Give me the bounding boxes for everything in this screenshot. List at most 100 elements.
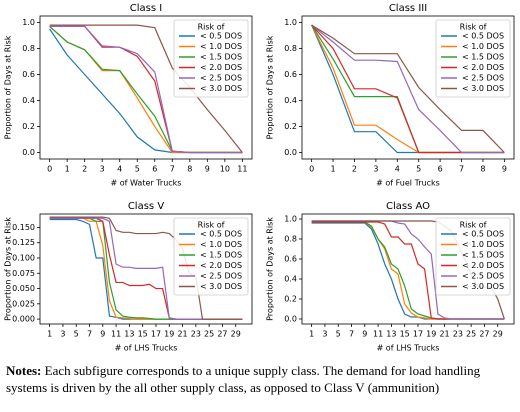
x-tick-label: 7 <box>87 330 92 339</box>
x-tick-label: 29 <box>231 330 241 339</box>
x-tick-label: 5 <box>135 165 140 174</box>
x-axis-label: # of LHS Trucks <box>115 344 178 353</box>
x-tick-label: 13 <box>386 330 396 339</box>
y-axis-label: Proportion of Days at Risk <box>266 217 275 321</box>
legend-label: < 2.5 DOS <box>200 74 242 83</box>
legend-label: < 3.0 DOS <box>462 84 504 93</box>
y-tick-label: 0.4 <box>284 275 297 284</box>
x-tick-label: 0 <box>47 165 52 174</box>
legend-label: < 1.5 DOS <box>462 251 504 260</box>
x-tick-label: 8 <box>187 165 192 174</box>
y-tick-label: 0.8 <box>284 235 297 244</box>
legend-title: Risk of <box>198 221 225 230</box>
x-tick-label: 3 <box>322 330 327 339</box>
y-tick-label: 0.2 <box>22 122 35 131</box>
y-tick-label: 0.150 <box>12 223 35 232</box>
legend-label: < 3.0 DOS <box>200 282 242 291</box>
notes: Notes: Each subfigure corresponds to a u… <box>6 362 514 396</box>
x-tick-label: 3 <box>373 165 378 174</box>
x-tick-label: 1 <box>331 165 336 174</box>
x-tick-label: 11 <box>373 330 383 339</box>
y-tick-label: 0.2 <box>284 295 297 304</box>
legend-label: < 0.5 DOS <box>200 230 242 239</box>
plot-frame <box>39 15 253 160</box>
x-tick-label: 5 <box>336 330 341 339</box>
x-tick-label: 1 <box>65 165 70 174</box>
plot-frame <box>301 15 515 160</box>
y-tick-label: 0.025 <box>12 299 35 308</box>
y-tick-label: 0.4 <box>22 96 35 105</box>
x-tick-label: 3 <box>100 165 105 174</box>
legend-label: < 2.0 DOS <box>200 261 242 270</box>
x-tick-label: 4 <box>117 165 122 174</box>
legend-title: Risk of <box>198 23 225 32</box>
y-tick-label: 0.6 <box>22 70 35 79</box>
y-tick-label: 1.0 <box>22 18 35 27</box>
legend-label: < 1.5 DOS <box>462 53 504 62</box>
x-tick-label: 15 <box>138 330 148 339</box>
x-tick-label: 11 <box>111 330 121 339</box>
legend-label: < 2.0 DOS <box>462 261 504 270</box>
legend-label: < 1.5 DOS <box>200 53 242 62</box>
y-tick-label: 0.000 <box>12 315 35 324</box>
y-tick-label: 1.0 <box>284 215 297 224</box>
x-tick-label: 21 <box>177 330 187 339</box>
y-tick-label: 0.075 <box>12 269 35 278</box>
x-tick-label: 4 <box>395 165 400 174</box>
legend-title: Risk of <box>460 221 487 230</box>
legend-label: < 3.0 DOS <box>462 282 504 291</box>
x-tick-label: 19 <box>426 330 436 339</box>
notes-label: Notes: <box>6 363 42 378</box>
y-tick-label: 0.8 <box>284 44 297 53</box>
y-axis-label: Proportion of Days at Risk <box>4 217 13 321</box>
legend-label: < 1.0 DOS <box>462 42 504 51</box>
y-tick-label: 0.6 <box>284 255 297 264</box>
y-tick-label: 1.0 <box>284 18 297 27</box>
x-tick-label: 6 <box>152 165 157 174</box>
x-tick-label: 1 <box>47 330 52 339</box>
x-tick-label: 11 <box>237 165 247 174</box>
x-axis-label: # of Fuel Trucks <box>376 179 440 188</box>
x-tick-label: 21 <box>439 330 449 339</box>
x-tick-label: 25 <box>204 330 214 339</box>
x-axis-label: # of LHS Trucks <box>377 344 440 353</box>
notes-text: Each subfigure corresponds to a unique s… <box>6 363 481 395</box>
x-tick-label: 6 <box>438 165 443 174</box>
chart-title: Class I <box>130 3 162 14</box>
y-axis-label: Proportion of Days at Risk <box>4 35 13 139</box>
x-tick-label: 5 <box>74 330 79 339</box>
legend-label: < 3.0 DOS <box>200 84 242 93</box>
series-line <box>49 25 243 154</box>
x-tick-label: 0 <box>309 165 314 174</box>
legend-label: < 2.5 DOS <box>200 272 242 281</box>
y-tick-label: 0.8 <box>22 44 35 53</box>
legend-title: Risk of <box>460 23 487 32</box>
legend-label: < 2.0 DOS <box>462 63 504 72</box>
legend-label: < 1.0 DOS <box>200 240 242 249</box>
x-tick-label: 19 <box>164 330 174 339</box>
x-tick-label: 25 <box>466 330 476 339</box>
y-tick-label: 0.100 <box>12 254 35 263</box>
y-tick-label: 0.0 <box>284 148 297 157</box>
x-tick-label: 17 <box>151 330 161 339</box>
y-tick-label: 0.0 <box>22 148 35 157</box>
y-tick-label: 0.125 <box>12 238 35 247</box>
x-tick-label: 2 <box>352 165 357 174</box>
x-tick-label: 3 <box>60 330 65 339</box>
x-tick-label: 2 <box>82 165 87 174</box>
x-axis-label: # of Water Trucks <box>111 179 182 188</box>
series-line <box>49 216 243 320</box>
chart-title: Class AO <box>386 201 430 212</box>
x-tick-label: 9 <box>502 165 507 174</box>
x-tick-label: 9 <box>100 330 105 339</box>
x-tick-label: 8 <box>480 165 485 174</box>
plot-frame <box>39 213 253 325</box>
x-tick-label: 17 <box>413 330 423 339</box>
legend-label: < 1.0 DOS <box>462 240 504 249</box>
x-tick-label: 15 <box>400 330 410 339</box>
legend-label: < 1.0 DOS <box>200 42 242 51</box>
x-tick-label: 13 <box>124 330 134 339</box>
x-tick-label: 10 <box>220 165 230 174</box>
x-tick-label: 9 <box>362 330 367 339</box>
x-tick-label: 7 <box>170 165 175 174</box>
